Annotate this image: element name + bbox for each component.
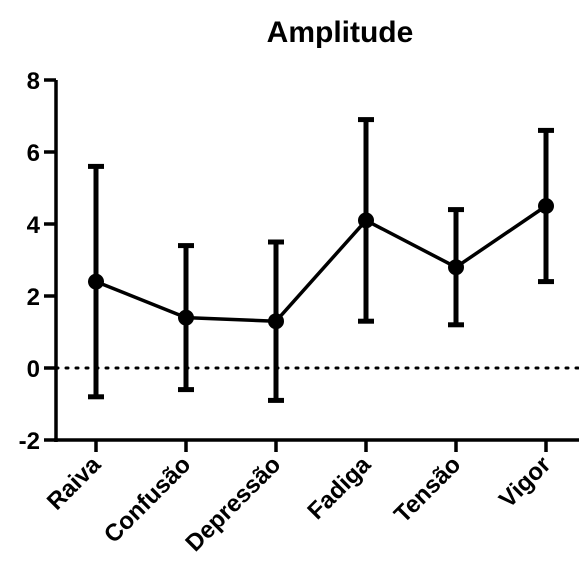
y-tick-label: 8	[27, 68, 40, 95]
x-tick-label: Confusão	[99, 451, 196, 548]
x-tick-label: Fadiga	[302, 451, 376, 525]
error-bars	[88, 117, 554, 403]
data-point	[178, 309, 194, 326]
y-tick-label: 2	[27, 284, 40, 311]
x-tick-label: Vigor	[494, 451, 556, 513]
series-line	[95, 204, 547, 323]
data-point	[448, 259, 464, 276]
y-tick-label: 4	[27, 212, 41, 239]
series-polyline	[95, 204, 547, 323]
data-points	[88, 198, 554, 330]
data-point	[358, 212, 374, 229]
y-axis: -2 0 2 4 6 8	[19, 68, 58, 455]
chart-title: Amplitude	[267, 16, 414, 49]
data-point	[268, 313, 284, 330]
y-tick-label: 6	[27, 140, 40, 167]
y-tick-label: 0	[27, 356, 40, 383]
data-point	[538, 198, 554, 214]
x-tick-label: Tensão	[389, 451, 466, 528]
x-tick-label: Depressão	[180, 451, 286, 557]
data-point	[88, 273, 104, 290]
x-axis	[54, 438, 579, 452]
x-tick-label: Raiva	[42, 451, 107, 516]
y-tick-label: -2	[19, 428, 40, 455]
